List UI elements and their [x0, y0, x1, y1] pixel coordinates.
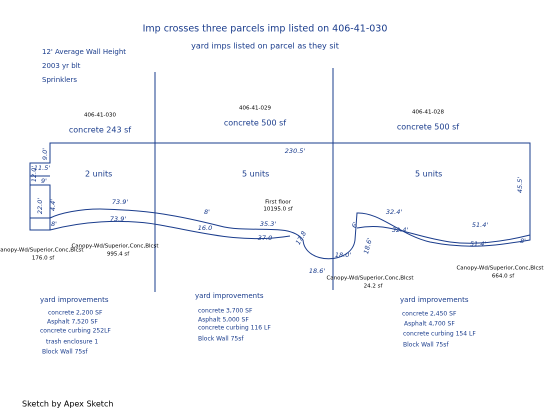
yard-item: concrete curbing 116 LF: [198, 325, 271, 332]
floor-label: First floor: [265, 200, 292, 206]
canopy-area: 24.2 sf: [364, 284, 384, 290]
parcel-label: 406-41-028: [412, 110, 444, 116]
yard-item: Block Wall 75sf: [403, 342, 449, 349]
dimension: 18.0': [335, 251, 351, 259]
canopy-area: 664.0 sf: [492, 274, 515, 280]
note: Sprinklers: [42, 76, 77, 84]
yard-item: Asphalt 5,000 SF: [198, 317, 249, 324]
dimension: 16.0: [198, 224, 212, 232]
dimension: 45.5': [516, 177, 524, 193]
yard-title: yard improvements: [400, 296, 469, 304]
dimension: 8': [204, 208, 210, 216]
dimension: 73.9': [112, 198, 128, 206]
note: 12' Average Wall Height: [42, 48, 126, 56]
parcel-label: 406-41-029: [239, 106, 271, 112]
parcel-units: 2 units: [85, 170, 112, 179]
dimension: 8': [520, 237, 526, 245]
dimension: 32.4': [386, 208, 402, 216]
dimension: 73.9': [110, 215, 126, 223]
footer: Sketch by Apex Sketch: [22, 400, 113, 409]
yard-item: concrete 3,700 SF: [198, 308, 253, 315]
yard-item: concrete 2,450 SF: [402, 311, 457, 318]
canopy-line: [49, 220, 531, 244]
dimension: 11.5': [34, 164, 50, 172]
dimension: 22.0': [36, 198, 44, 214]
dimension: 4.4': [49, 199, 57, 211]
dimension: 9': [41, 177, 47, 185]
parcel-concrete: concrete 500 sf: [224, 119, 286, 128]
parcel-units: 5 units: [415, 170, 442, 179]
canopy-area: 176.0 sf: [32, 256, 55, 262]
title: Imp crosses three parcels imp listed on …: [143, 24, 388, 35]
yard-item: concrete curbing 252LF: [40, 328, 111, 335]
dimension: 35.3': [260, 220, 276, 228]
yard-title: yard improvements: [195, 292, 264, 300]
yard-item: concrete curbing 154 LF: [403, 331, 476, 338]
dimension: 18.6': [309, 267, 325, 275]
dimension: 8': [51, 220, 57, 228]
dimension: 230.5': [285, 147, 306, 155]
canopy-box: [29, 184, 51, 231]
parcel-concrete: concrete 500 sf: [397, 123, 459, 132]
parcel-concrete: concrete 243 sf: [69, 126, 131, 135]
dimension: 32.4': [392, 226, 408, 234]
dimension: 37.0: [258, 234, 272, 242]
yard-item: Block Wall 75sf: [198, 336, 244, 343]
dimension: 51.4': [470, 240, 486, 248]
yard-item: concrete 2,200 SF: [48, 310, 103, 317]
parcel-units: 5 units: [242, 170, 269, 179]
dimension: 6': [350, 221, 360, 230]
canopy-area: 995.4 sf: [107, 252, 130, 258]
canopy-label: Canopy-Wd/Superior,Conc,Blcst: [71, 244, 159, 250]
building-outline: [29, 142, 531, 260]
yard-item: trash enclosure 1: [46, 339, 98, 346]
subtitle: yard imps listed on parcel as they sit: [191, 42, 339, 51]
canopy-label: Canopy-Wd/Superior,Conc,Blcst: [456, 266, 544, 272]
floor-area: 10195.0 sf: [263, 207, 293, 213]
dimension: 12.0': [30, 166, 38, 182]
dimension: 9.0': [41, 148, 49, 160]
canopy-label: Canopy-Wd/Superior,Conc,Blcst: [326, 276, 414, 282]
canopy-label: Canopy-Wd/Superior,Conc,Blcst: [0, 248, 84, 254]
yard-title: yard improvements: [40, 296, 109, 304]
yard-item: Block Wall 75sf: [42, 349, 88, 356]
yard-item: Asphalt 4,700 SF: [404, 321, 455, 328]
parcel-label: 406-41-030: [84, 113, 116, 119]
dimension: 51.4': [472, 221, 488, 229]
yard-item: Asphalt 7,520 SF: [47, 319, 98, 326]
note: 2003 yr blt: [42, 62, 81, 70]
dimension: 18.6': [362, 237, 374, 255]
